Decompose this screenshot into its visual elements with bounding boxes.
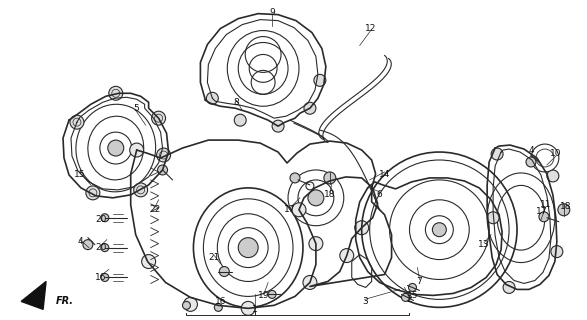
Text: 9: 9 <box>269 8 275 17</box>
Circle shape <box>491 148 503 160</box>
Text: 15: 15 <box>407 291 418 300</box>
Circle shape <box>157 148 171 162</box>
Text: 12: 12 <box>365 24 376 33</box>
Circle shape <box>157 165 167 175</box>
Text: 10: 10 <box>550 148 562 157</box>
Text: 11: 11 <box>540 200 552 209</box>
Circle shape <box>134 183 148 197</box>
Circle shape <box>130 143 144 157</box>
Text: 21: 21 <box>208 253 220 262</box>
Circle shape <box>101 274 109 282</box>
Circle shape <box>141 255 156 268</box>
Circle shape <box>503 282 515 293</box>
Circle shape <box>151 111 166 125</box>
Circle shape <box>109 86 123 100</box>
Text: 7: 7 <box>417 277 422 286</box>
Circle shape <box>220 267 230 276</box>
Circle shape <box>234 114 246 126</box>
Circle shape <box>101 244 109 252</box>
Text: 4: 4 <box>77 237 83 246</box>
Circle shape <box>268 291 276 298</box>
Text: 3: 3 <box>362 297 367 306</box>
Text: 18: 18 <box>560 202 572 211</box>
Circle shape <box>183 301 190 309</box>
Circle shape <box>558 204 570 216</box>
Text: 16: 16 <box>95 273 107 282</box>
Circle shape <box>340 249 354 262</box>
Text: 6: 6 <box>377 190 383 199</box>
Circle shape <box>355 221 369 235</box>
Circle shape <box>184 297 197 311</box>
Text: 22: 22 <box>149 205 160 214</box>
Text: 19: 19 <box>258 291 270 300</box>
Circle shape <box>309 237 323 251</box>
Text: 13: 13 <box>478 240 490 249</box>
Circle shape <box>70 115 84 129</box>
Circle shape <box>304 102 316 114</box>
Circle shape <box>547 170 559 182</box>
Text: 8: 8 <box>234 98 239 107</box>
Circle shape <box>238 238 258 258</box>
Circle shape <box>551 246 563 258</box>
Text: 18: 18 <box>324 190 336 199</box>
Text: 20: 20 <box>95 215 106 224</box>
Circle shape <box>83 240 93 250</box>
Text: FR.: FR. <box>56 296 74 306</box>
Circle shape <box>402 293 410 301</box>
Text: 14: 14 <box>379 171 390 180</box>
Circle shape <box>241 301 255 315</box>
Circle shape <box>303 276 317 289</box>
Text: 4: 4 <box>528 146 534 155</box>
Circle shape <box>487 212 499 224</box>
Text: 5: 5 <box>133 104 139 113</box>
Text: 17: 17 <box>536 207 548 216</box>
Circle shape <box>531 144 559 172</box>
Circle shape <box>214 303 222 311</box>
Circle shape <box>308 190 324 206</box>
Circle shape <box>409 284 416 292</box>
Circle shape <box>272 120 284 132</box>
Circle shape <box>433 223 446 237</box>
Text: 1: 1 <box>252 305 258 314</box>
Circle shape <box>324 172 336 184</box>
Circle shape <box>86 186 100 200</box>
Text: 2: 2 <box>407 295 412 304</box>
Text: 15: 15 <box>74 171 86 180</box>
Text: 16: 16 <box>215 297 226 306</box>
Circle shape <box>207 92 218 104</box>
Circle shape <box>290 173 300 183</box>
Circle shape <box>292 203 306 217</box>
Circle shape <box>101 214 109 222</box>
Polygon shape <box>21 282 46 309</box>
Text: 20: 20 <box>95 243 106 252</box>
Circle shape <box>108 140 124 156</box>
Circle shape <box>526 157 536 167</box>
Circle shape <box>539 212 549 222</box>
Circle shape <box>314 74 326 86</box>
Text: 17: 17 <box>284 205 296 214</box>
